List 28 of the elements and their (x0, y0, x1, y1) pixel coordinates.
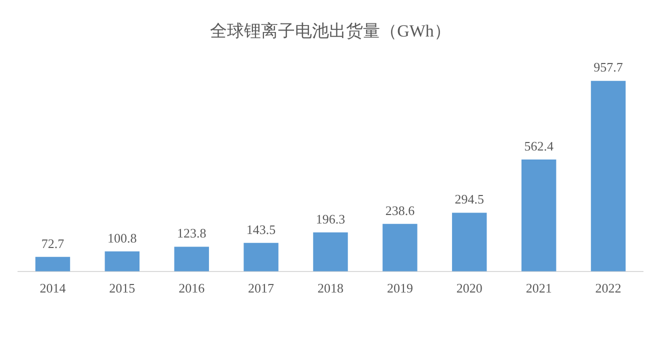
x-tick-label: 2021 (526, 280, 552, 296)
x-tick-label: 2020 (456, 280, 482, 296)
data-label: 562.4 (524, 138, 554, 154)
chart-title: 全球锂离子电池出货量（GWh） (210, 22, 451, 41)
bar (313, 232, 348, 272)
data-label: 294.5 (454, 192, 484, 207)
bar (35, 256, 70, 272)
data-label: 100.8 (108, 230, 137, 246)
bar (244, 242, 278, 272)
data-label: 123.8 (176, 226, 206, 241)
x-tick-label: 2017 (248, 280, 275, 296)
data-label: 957.7 (594, 60, 624, 75)
data-label: 238.6 (385, 202, 416, 218)
x-tick-label: 2019 (386, 280, 413, 296)
data-label: 143.5 (246, 222, 276, 237)
x-tick-label: 2016 (178, 280, 206, 296)
bar (590, 80, 626, 272)
bar (174, 246, 209, 272)
x-tick-label: 2018 (318, 280, 344, 296)
data-label: 196.3 (316, 211, 346, 226)
bar (452, 212, 487, 272)
bar (521, 159, 556, 272)
x-tick-label: 2014 (40, 280, 66, 296)
x-tick-label: 2022 (595, 280, 622, 296)
data-label: 72.7 (41, 236, 65, 251)
bar (104, 251, 140, 272)
x-tick-label: 2015 (109, 280, 136, 296)
bar (382, 224, 418, 272)
